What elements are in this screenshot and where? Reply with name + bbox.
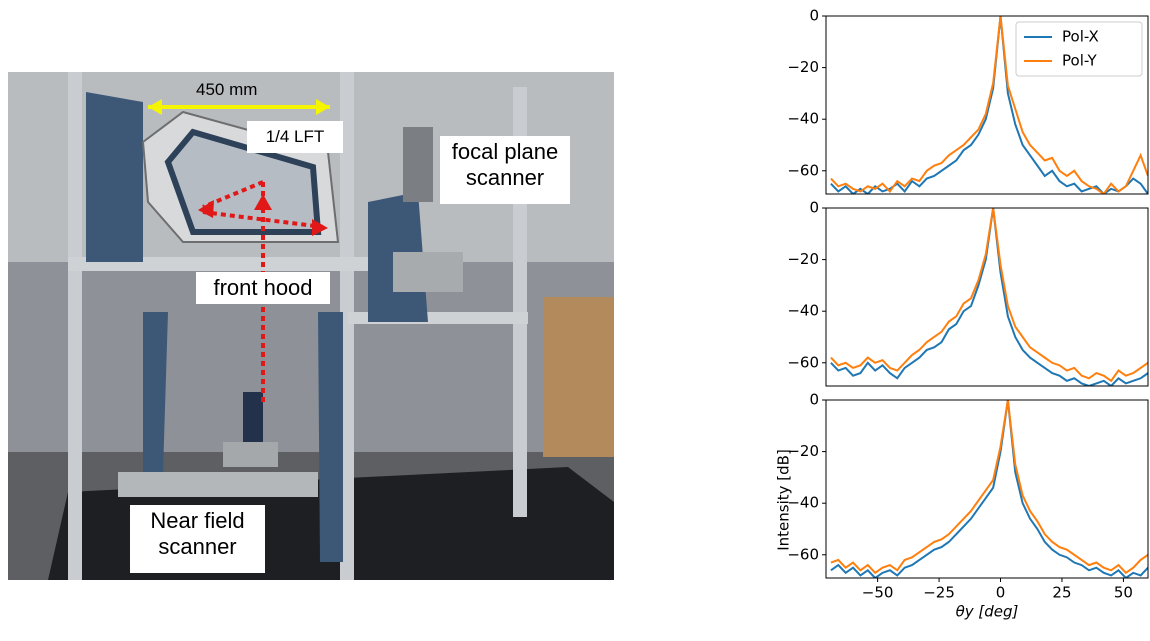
y-tick-label: −60: [787, 161, 819, 179]
legend-label: Pol-Y: [1062, 52, 1097, 70]
series-line: [831, 208, 1148, 381]
page: 450 mm 1/4 LFT focal plane scanner front…: [0, 0, 1150, 641]
x-tick-label: 0: [996, 584, 1006, 602]
y-tick-label: −60: [787, 353, 819, 371]
x-tick-label: −50: [862, 584, 894, 602]
x-axis-label: θy [deg]: [956, 603, 1019, 621]
beam-pattern-charts: 0−20−40−60Pol-XPol-Y0−20−40−600−20−40−60…: [0, 0, 1150, 641]
y-tick-label: 0: [809, 391, 819, 409]
x-tick-label: −25: [923, 584, 955, 602]
y-tick-label: −40: [787, 110, 819, 128]
y-tick-label: −40: [787, 302, 819, 320]
y-tick-label: −20: [787, 58, 819, 76]
y-axis-label: Intensity [dB]: [775, 449, 793, 551]
series-line: [831, 400, 1148, 573]
plot-frame: [826, 208, 1148, 386]
x-tick-label: 25: [1052, 584, 1071, 602]
y-tick-label: 0: [809, 199, 819, 217]
x-tick-label: 50: [1114, 584, 1133, 602]
legend-label: Pol-X: [1062, 28, 1099, 46]
y-tick-label: 0: [809, 7, 819, 25]
series-line: [831, 400, 1148, 578]
y-tick-label: −20: [787, 250, 819, 268]
